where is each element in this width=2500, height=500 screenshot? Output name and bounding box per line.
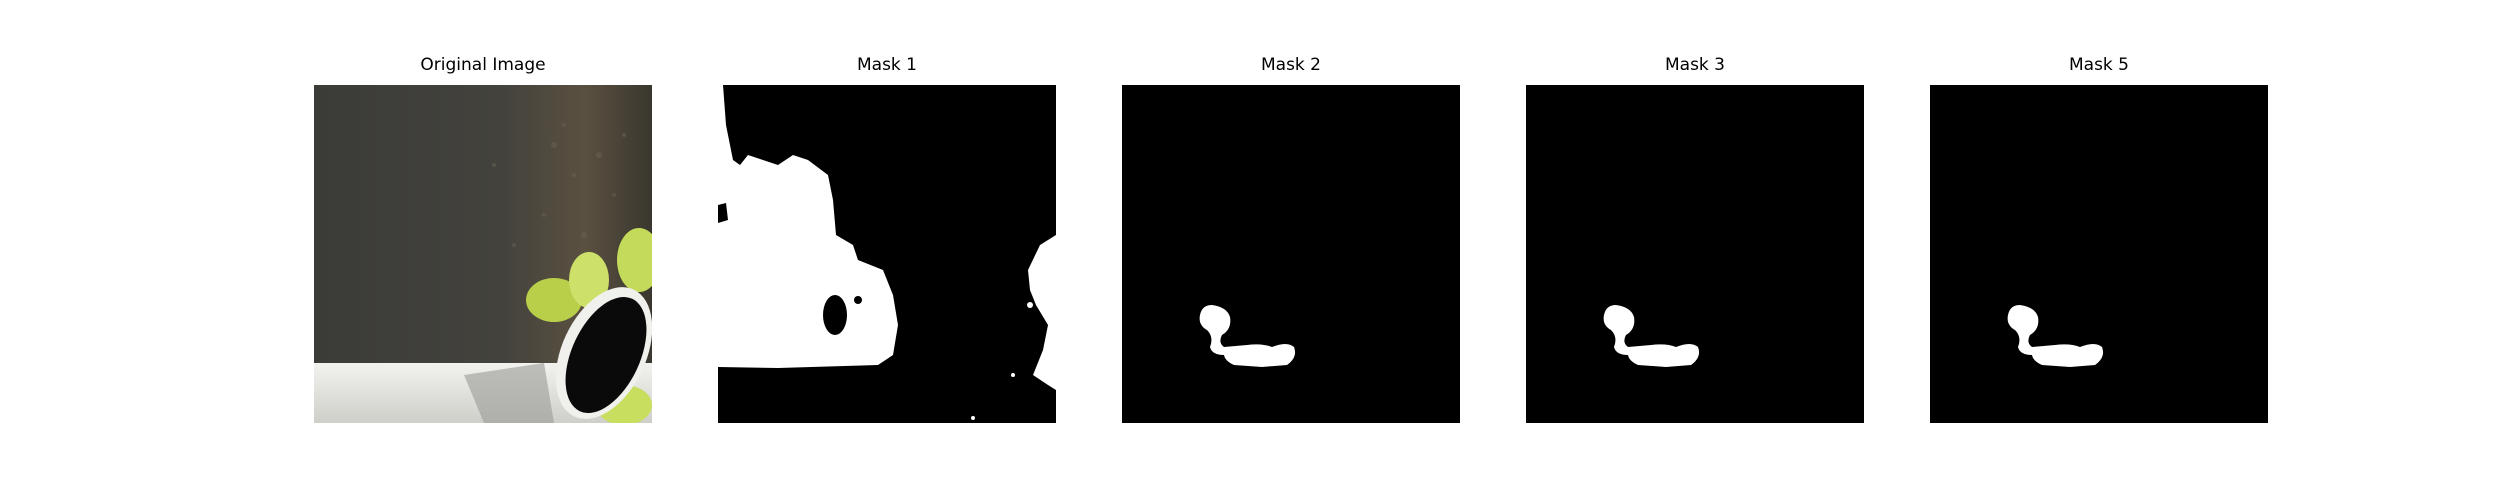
mask-image — [1122, 85, 1460, 423]
mask-image — [1930, 85, 2268, 423]
panel-title: Mask 1 — [856, 55, 917, 75]
panel-title: Mask 2 — [1260, 55, 1321, 75]
panel-title: Mask 5 — [2068, 55, 2129, 75]
mask-image — [718, 85, 1056, 423]
original-photo — [314, 85, 652, 423]
mask-image — [1526, 85, 1864, 423]
panel-title: Mask 3 — [1664, 55, 1725, 75]
panel-title: Original Image — [420, 55, 546, 75]
